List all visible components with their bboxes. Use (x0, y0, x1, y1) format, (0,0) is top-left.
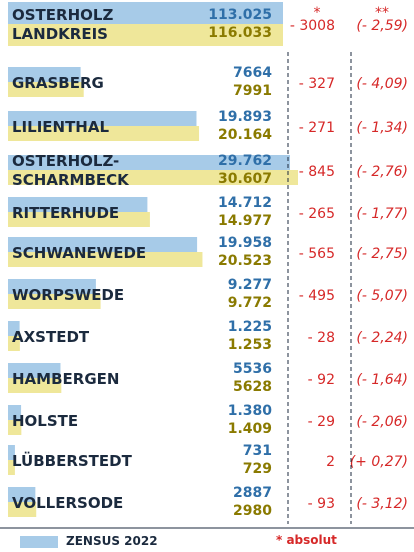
value-zensus: 2887 (233, 485, 272, 501)
municipality-name: GRASBERG (12, 74, 104, 92)
bar-previous (8, 170, 298, 185)
difference-absolute: - 265 (299, 206, 335, 222)
difference-percent: (- 2,24) (356, 330, 408, 346)
bar-previous (8, 420, 22, 435)
difference-percent: (- 1,34) (356, 120, 408, 136)
bar-zensus (8, 279, 96, 294)
difference-absolute: - 271 (299, 120, 335, 136)
bar-zensus (8, 487, 36, 502)
difference-absolute: - 28 (308, 330, 335, 346)
bar-zensus (8, 237, 198, 252)
value-previous: 2980 (233, 503, 272, 519)
legend-swatch-zensus (20, 536, 58, 548)
bar-previous (8, 252, 203, 267)
value-zensus: 19.958 (218, 235, 272, 251)
municipality-name: WORPSWEDE (12, 286, 124, 304)
difference-percent: (- 1,64) (356, 372, 408, 388)
bar-previous (8, 212, 150, 227)
value-zensus: 9.277 (228, 277, 272, 293)
bar-zensus (8, 363, 61, 378)
bar-previous (8, 336, 20, 351)
municipality-name: LÜBBERSTEDT (12, 451, 133, 470)
bar-previous (8, 24, 283, 46)
municipality-name: SCHWANEWEDE (12, 244, 146, 262)
municipality-name: LILIENTHAL (12, 118, 109, 136)
value-previous: 9.772 (228, 295, 272, 311)
bar-previous (8, 460, 15, 475)
bar-zensus (8, 2, 283, 24)
bar-previous (8, 126, 200, 141)
difference-percent: (- 2,59) (356, 18, 408, 34)
difference-absolute: 2 (326, 454, 335, 470)
municipality-name: OSTERHOLZ (12, 6, 113, 24)
difference-absolute: - 495 (299, 288, 335, 304)
difference-percent: (+ 0,27) (350, 454, 408, 470)
municipality-name: OSTERHOLZ- (12, 152, 119, 170)
legend: ZENSUS 2022 * absolut (0, 530, 414, 552)
bar-previous (8, 502, 37, 517)
value-previous: 1.253 (228, 337, 272, 353)
value-zensus: 7664 (233, 65, 272, 81)
value-zensus: 29.762 (218, 153, 272, 169)
difference-percent: (- 1,77) (356, 206, 408, 222)
difference-percent: (- 3,12) (356, 496, 408, 512)
difference-absolute: - 93 (308, 496, 335, 512)
value-previous: 20.164 (218, 127, 272, 143)
difference-percent: (- 2,75) (356, 246, 408, 262)
bar-zensus (8, 155, 290, 170)
difference-percent: (- 5,07) (356, 288, 408, 304)
bar-zensus (8, 405, 22, 420)
value-previous: 30.607 (218, 171, 272, 187)
value-zensus: 113.025 (208, 7, 272, 23)
value-zensus: 19.893 (218, 109, 272, 125)
header-percent-marker: ** (375, 5, 389, 21)
municipality-name: VOLLERSODE (12, 494, 123, 512)
header-absolute-marker: * (314, 5, 321, 21)
value-zensus: 1.225 (228, 319, 272, 335)
value-previous: 20.523 (218, 253, 272, 269)
difference-absolute: - 29 (308, 414, 335, 430)
value-zensus: 5536 (233, 361, 272, 377)
value-previous: 7991 (233, 83, 272, 99)
bar-previous (8, 378, 62, 393)
legend-label-zensus: ZENSUS 2022 (66, 534, 158, 548)
difference-absolute: - 327 (299, 76, 335, 92)
value-previous: 14.977 (218, 213, 272, 229)
value-zensus: 14.712 (218, 195, 272, 211)
value-previous: 1.409 (228, 421, 272, 437)
difference-percent: (- 4,09) (356, 76, 408, 92)
legend-note-absolute: * absolut (276, 533, 337, 547)
value-previous: 116.033 (208, 25, 272, 41)
bar-zensus (8, 445, 15, 460)
difference-absolute: - 845 (299, 164, 335, 180)
value-previous: 5628 (233, 379, 272, 395)
municipality-name-line2: LANDKREIS (12, 25, 108, 43)
difference-absolute: - 3008 (290, 18, 335, 34)
bar-zensus (8, 321, 20, 336)
difference-absolute: - 565 (299, 246, 335, 262)
bar-zensus (8, 67, 81, 82)
value-previous: 729 (243, 461, 272, 477)
municipality-name-line2: SCHARMBECK (12, 171, 130, 189)
difference-absolute: - 92 (308, 372, 335, 388)
value-zensus: 1.380 (228, 403, 273, 419)
bar-zensus (8, 111, 197, 126)
municipality-name: AXSTEDT (12, 328, 90, 346)
municipality-name: HAMBERGEN (12, 370, 119, 388)
bar-zensus (8, 197, 148, 212)
difference-percent: (- 2,76) (356, 164, 408, 180)
difference-percent: (- 2,06) (356, 414, 408, 430)
value-zensus: 731 (243, 443, 272, 459)
municipality-name: RITTERHUDE (12, 204, 119, 222)
bar-previous (8, 82, 84, 97)
bar-previous (8, 294, 101, 309)
municipality-name: HOLSTE (12, 412, 78, 430)
